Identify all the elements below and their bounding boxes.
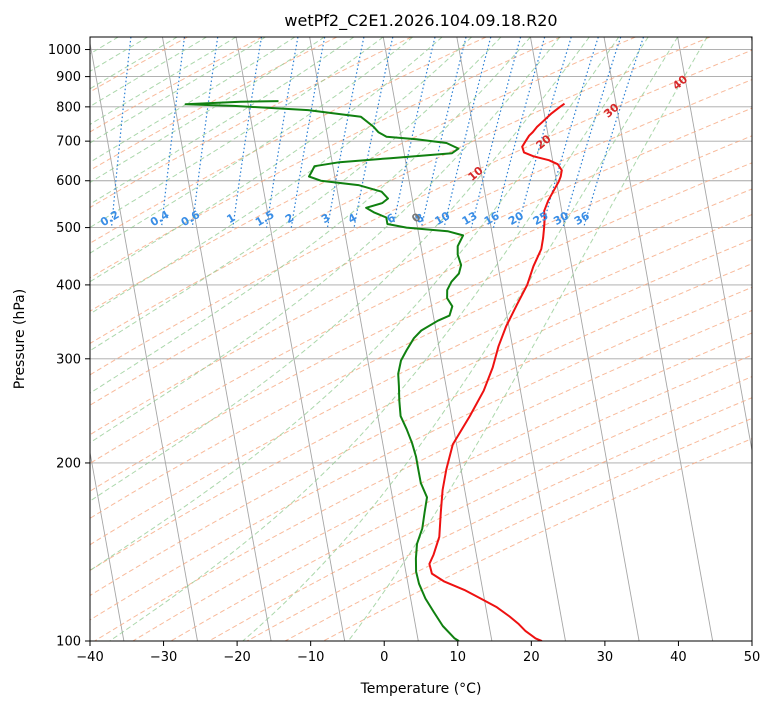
x-tick-label-7: 30 [597, 650, 614, 665]
moist-adiabat--28 [90, 37, 178, 90]
mixing-ratio-line-1 [110, 37, 132, 228]
plot-background [90, 37, 752, 641]
y-tick-label-8: 900 [56, 70, 81, 85]
dry-adiabat-140 [90, 286, 752, 621]
isotherm--30 [162, 37, 272, 641]
sounding-series [184, 100, 566, 641]
dry-adiabat-170 [170, 354, 752, 641]
dry-adiabat-30 [90, 37, 636, 312]
y-axis-label: Pressure (hPa) [12, 289, 28, 389]
moist-adiabat--24 [90, 37, 207, 108]
moist-adiabat-24 [90, 37, 561, 444]
moist-adiabat-4 [90, 37, 414, 254]
dry-adiabat-0 [90, 37, 412, 209]
mixing-ratio-line-4 [232, 37, 263, 228]
dry-adiabat-50 [90, 49, 752, 376]
plot-area: 0.10.20.40.611.52346810131620253036-100-… [90, 37, 752, 641]
chart-title: wetPf2_C2E1.2026.104.09.18.R20 [284, 11, 557, 31]
moist-adiabat-32 [90, 37, 620, 572]
dry-adiabat-20 [90, 37, 561, 279]
x-tick-label-2: −20 [223, 650, 250, 665]
dry-adiabat-10 [90, 37, 487, 244]
y-tick-label-9: 1000 [48, 43, 81, 58]
moist-adiabat-20 [90, 37, 531, 394]
mixing-ratio-line-8 [353, 37, 394, 228]
moist-adiabat--16 [90, 37, 266, 144]
moist-adiabat--20 [90, 37, 237, 125]
x-tick-label-1: −30 [150, 650, 177, 665]
dry-adiabat-40 [90, 37, 711, 345]
mixing-ratio-line-9 [392, 37, 436, 228]
y-tick-label-1: 200 [56, 456, 81, 471]
x-tick-label-0: −40 [76, 650, 103, 665]
isotherm--20 [235, 37, 346, 641]
isotherm-30 [603, 37, 714, 641]
isotherm--50 [90, 450, 125, 641]
moist-adiabat--4 [90, 37, 355, 205]
mixing-ratio-line-17 [583, 37, 645, 228]
y-tick-label-7: 800 [56, 100, 81, 115]
mixing-ratio-line-10 [420, 37, 467, 228]
mixing-ratio-line-3 [191, 37, 219, 228]
mixing-ratio-line-5 [265, 37, 299, 228]
dry-adiabat-70 [90, 107, 752, 436]
mixing-ratio-lines [110, 37, 645, 228]
x-axis-label: Temperature (°C) [360, 681, 482, 697]
moist-adiabat-16 [90, 37, 502, 352]
axis-ticks: −40 −30 −20 −10 0 10 20 30 40 50 100 200 300 400 500 60… [48, 43, 760, 665]
mixing-ratio-line-2 [160, 37, 186, 228]
y-tick-label-3: 400 [56, 278, 81, 293]
moist-adiabat-8 [90, 37, 443, 283]
x-tick-label-3: −10 [297, 650, 324, 665]
x-tick-label-8: 40 [670, 650, 687, 665]
dry-adiabat-180 [208, 376, 752, 641]
dry-adiabat--20 [90, 37, 263, 133]
moist-adiabat-28 [90, 37, 590, 502]
y-tick-label-6: 700 [56, 135, 81, 150]
moist-adiabats [90, 37, 708, 641]
moist-adiabat-36 [109, 37, 649, 641]
dry-adiabat-150 [94, 309, 752, 641]
y-tick-label-4: 500 [56, 221, 81, 236]
x-tick-label-4: 0 [380, 650, 388, 665]
dry-adiabat-160 [132, 332, 752, 641]
moist-adiabat-44 [347, 37, 708, 641]
isotherm--40 [90, 40, 198, 641]
series-line-temperature [428, 102, 566, 641]
x-tick-label-6: 20 [523, 650, 540, 665]
y-tick-label-0: 100 [56, 635, 81, 650]
dry-adiabat-90 [90, 162, 752, 492]
isotherm-40 [677, 37, 752, 453]
x-tick-label-5: 10 [450, 650, 467, 665]
dry-adiabat-100 [90, 188, 752, 519]
moist-adiabat-0 [90, 37, 384, 229]
mixing-ratio-line-12 [470, 37, 522, 228]
x-tick-label-9: 50 [744, 650, 761, 665]
moist-adiabat-40 [242, 37, 679, 641]
y-tick-label-5: 600 [56, 174, 81, 189]
series-line-dewpoint [184, 100, 465, 641]
mixing-ratio-line-15 [541, 37, 599, 228]
plot-frame [89, 36, 753, 642]
dry-adiabat-60 [90, 79, 752, 406]
dry-adiabat--10 [90, 37, 338, 171]
mixing-ratio-line-13 [492, 37, 546, 228]
y-tick-label-2: 300 [56, 352, 81, 367]
mixing-ratio-line-11 [443, 37, 492, 228]
mixing-ratio-line-16 [562, 37, 622, 228]
